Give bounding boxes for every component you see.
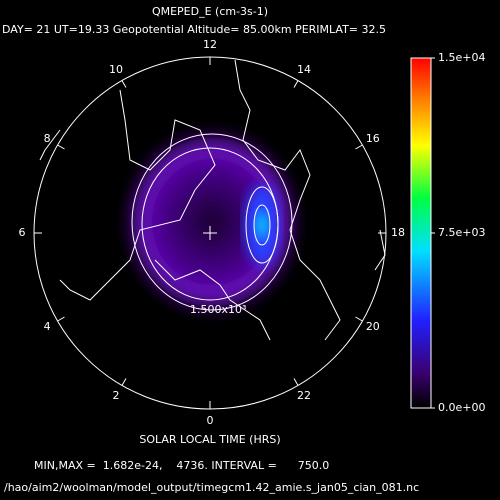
tick-label: 16 [366, 132, 380, 145]
colorbar-tick-label: 7.5e+03 [438, 226, 485, 239]
tick-label: 0 [207, 414, 214, 427]
tick-label: 20 [366, 320, 380, 333]
contours [131, 133, 293, 311]
tick-mark [355, 144, 363, 150]
tick-mark [121, 80, 127, 88]
colorbar [410, 57, 432, 409]
subtitle: DAY= 21 UT=19.33 Geopotential Altitude= … [2, 23, 386, 36]
coastlines [39, 59, 386, 341]
tick-label: 10 [109, 63, 123, 76]
tick-label: 2 [113, 389, 120, 402]
axis-label: SOLAR LOCAL TIME (HRS) [139, 433, 280, 446]
tick-mark [355, 316, 363, 322]
emission-core [256, 211, 268, 239]
tick-mark [57, 144, 65, 150]
stats: MIN,MAX = 1.682e-24, 4736. INTERVAL = 75… [34, 459, 329, 472]
file-path: /hao/aim2/woolman/model_output/timegcm1.… [4, 481, 419, 494]
colorbar-tick-label: 0.0e+00 [438, 401, 485, 414]
local-time-ticks: 0 2 4 6 8 10 12 14 16 18 20 22 [19, 38, 406, 427]
polar-map: 1.500x10³ [33, 56, 387, 410]
tick-label: 22 [297, 389, 311, 402]
title: QMEPED_E (cm-3s-1) [152, 5, 268, 18]
tick-label: 6 [19, 226, 26, 239]
contour-label: 1.500x10³ [190, 303, 246, 316]
tick-label: 4 [44, 320, 51, 333]
tick-mark [293, 378, 299, 386]
tick-mark [121, 378, 127, 386]
tick-label: 12 [203, 38, 217, 51]
tick-label: 18 [391, 226, 405, 239]
tick-mark [293, 80, 299, 88]
tick-mark [57, 316, 65, 322]
colorbar-tick-label: 1.5e+04 [438, 51, 485, 64]
tick-label: 8 [44, 132, 51, 145]
tick-label: 14 [297, 63, 311, 76]
colorbar-ticks: 0.0e+00 7.5e+03 1.5e+04 [431, 51, 485, 414]
